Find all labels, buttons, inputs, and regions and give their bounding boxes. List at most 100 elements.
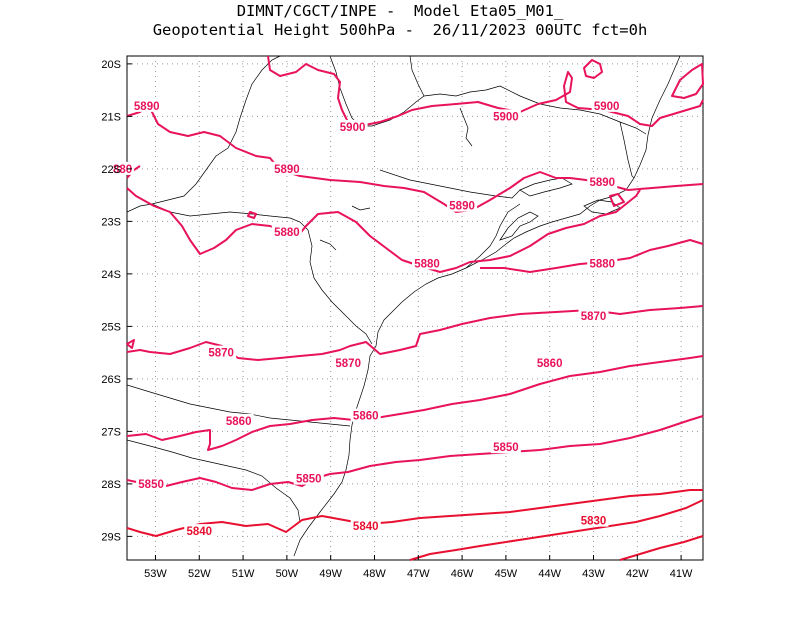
- state-border: [126, 384, 351, 427]
- contour-5900-blob: [583, 59, 603, 79]
- state-border: [465, 203, 521, 269]
- contour-5870-loop: [126, 339, 135, 349]
- lon-tick-label: 46W: [451, 568, 474, 580]
- lat-tick-label: 20S: [101, 59, 121, 71]
- contour-label: 5860: [537, 358, 563, 370]
- contour-label-bg: [447, 198, 478, 212]
- contour-label: 5880: [274, 227, 300, 239]
- river: [319, 239, 337, 251]
- contour-label: 5880: [414, 258, 440, 270]
- contour-label-bg: [271, 161, 302, 175]
- lat-tick-label: 27S: [101, 426, 121, 438]
- contour-label-bg: [587, 175, 618, 188]
- lat-tick-label: 29S: [101, 531, 121, 543]
- contour-label: 5840: [353, 521, 379, 533]
- lon-tick-label: 50W: [276, 568, 299, 580]
- lon-tick-label: 49W: [319, 568, 342, 580]
- lon-tick-label: 47W: [407, 568, 430, 580]
- contour-label-bg: [578, 513, 609, 527]
- contour-label: 5900: [493, 111, 519, 123]
- contour-label-bg: [534, 356, 565, 370]
- contour-label: 880: [113, 164, 132, 176]
- contour-5880: [126, 187, 641, 273]
- contour-label: 5890: [589, 177, 615, 189]
- state-border: [379, 169, 521, 199]
- lat-tick-label: 21S: [101, 111, 121, 123]
- lon-tick-label: 53W: [144, 568, 167, 580]
- contour-5820: [619, 535, 704, 561]
- coastline-and-borders: [126, 55, 681, 557]
- state-border: [307, 229, 373, 345]
- lon-tick-label: 44W: [538, 568, 561, 580]
- river: [459, 107, 473, 147]
- title-line-2: Geopotential Height 500hPa - 26/11/2023 …: [152, 21, 648, 39]
- river: [351, 205, 371, 211]
- map-title: DIMNT/CGCT/INPE - Model Eta05_M01_ Geopo…: [0, 2, 800, 40]
- lon-tick-label: 45W: [495, 568, 518, 580]
- contour-label: 5890: [134, 101, 160, 113]
- plot-frame: [126, 55, 704, 561]
- contour-label-bg: [223, 413, 254, 427]
- lon-tick-label: 42W: [626, 568, 649, 580]
- title-line-1: DIMNT/CGCT/INPE - Model Eta05_M01_: [236, 2, 564, 20]
- contour-label-bg: [490, 109, 521, 123]
- contour-label-bg: [412, 256, 443, 270]
- state-border: [126, 439, 301, 523]
- contour-label-bg: [206, 345, 237, 359]
- contour-label-bg: [587, 256, 618, 270]
- lon-tick-label: 43W: [582, 568, 605, 580]
- contour-label: 5900: [594, 101, 620, 113]
- lon-tick-label: 52W: [188, 568, 211, 580]
- latitude-axis: 20S 21S 22S 23S 24S 25S 26S 27S 28S 29S: [101, 59, 132, 543]
- lon-tick-label: 41W: [670, 568, 693, 580]
- coastline: [293, 55, 681, 557]
- contour-5860: [126, 355, 704, 451]
- contour-label-bg: [337, 119, 368, 133]
- contour-label-bg: [350, 518, 381, 532]
- contour-label: 5850: [138, 479, 164, 491]
- lon-tick-label: 48W: [363, 568, 386, 580]
- contour-label-bg: [271, 224, 302, 238]
- coastal-lagoon: [499, 211, 539, 241]
- contour-5900-east-loop: [671, 63, 704, 99]
- contour-5880-small-1: [247, 211, 257, 219]
- contour-label: 5890: [274, 164, 300, 176]
- state-border: [409, 55, 425, 97]
- contour-label: 5900: [340, 122, 366, 134]
- coastal-bay: [519, 177, 573, 197]
- contour-label-bg: [293, 471, 324, 485]
- lat-lon-grid: [127, 56, 703, 560]
- contour-label-bg: [333, 356, 364, 370]
- contour-label: 5870: [335, 358, 361, 370]
- contour-label-bg: [136, 476, 167, 490]
- state-border: [126, 55, 281, 213]
- contour-5830: [409, 499, 704, 561]
- contour-label-layer: 5890 5900 5900 5900 880 5890 5890 5890 5880 5880 5…: [111, 98, 622, 538]
- contour-5850: [126, 415, 704, 491]
- contour-label-bg: [591, 98, 622, 112]
- lon-tick-label: 51W: [232, 568, 255, 580]
- contour-5880-small-2: [609, 193, 625, 207]
- contour-5890: [126, 103, 704, 213]
- lat-tick-label: 24S: [101, 269, 121, 281]
- state-border: [151, 203, 309, 231]
- lat-tick-label: 26S: [101, 374, 121, 386]
- contour-5900-west: [267, 55, 704, 127]
- contour-label: 5840: [186, 526, 212, 538]
- state-border: [619, 121, 635, 179]
- contour-label-bg: [490, 440, 521, 454]
- contour-label-bg: [111, 161, 135, 175]
- state-border: [499, 85, 647, 135]
- contour-label-bg: [184, 524, 215, 538]
- contour-label: 5850: [493, 442, 519, 454]
- contour-label: 5850: [296, 474, 322, 486]
- lat-tick-label: 28S: [101, 479, 121, 491]
- contour-label: 5870: [208, 348, 234, 360]
- contour-label: 5860: [226, 416, 252, 428]
- longitude-axis: 53W 52W 51W 50W 49W 48W 47W 46W 45W 44W 43W 42W 41W: [144, 555, 693, 580]
- lat-tick-label: 25S: [101, 321, 121, 333]
- contour-label-bg: [131, 98, 162, 112]
- lat-tick-label: 23S: [101, 216, 121, 228]
- contour-label: 5870: [581, 311, 607, 323]
